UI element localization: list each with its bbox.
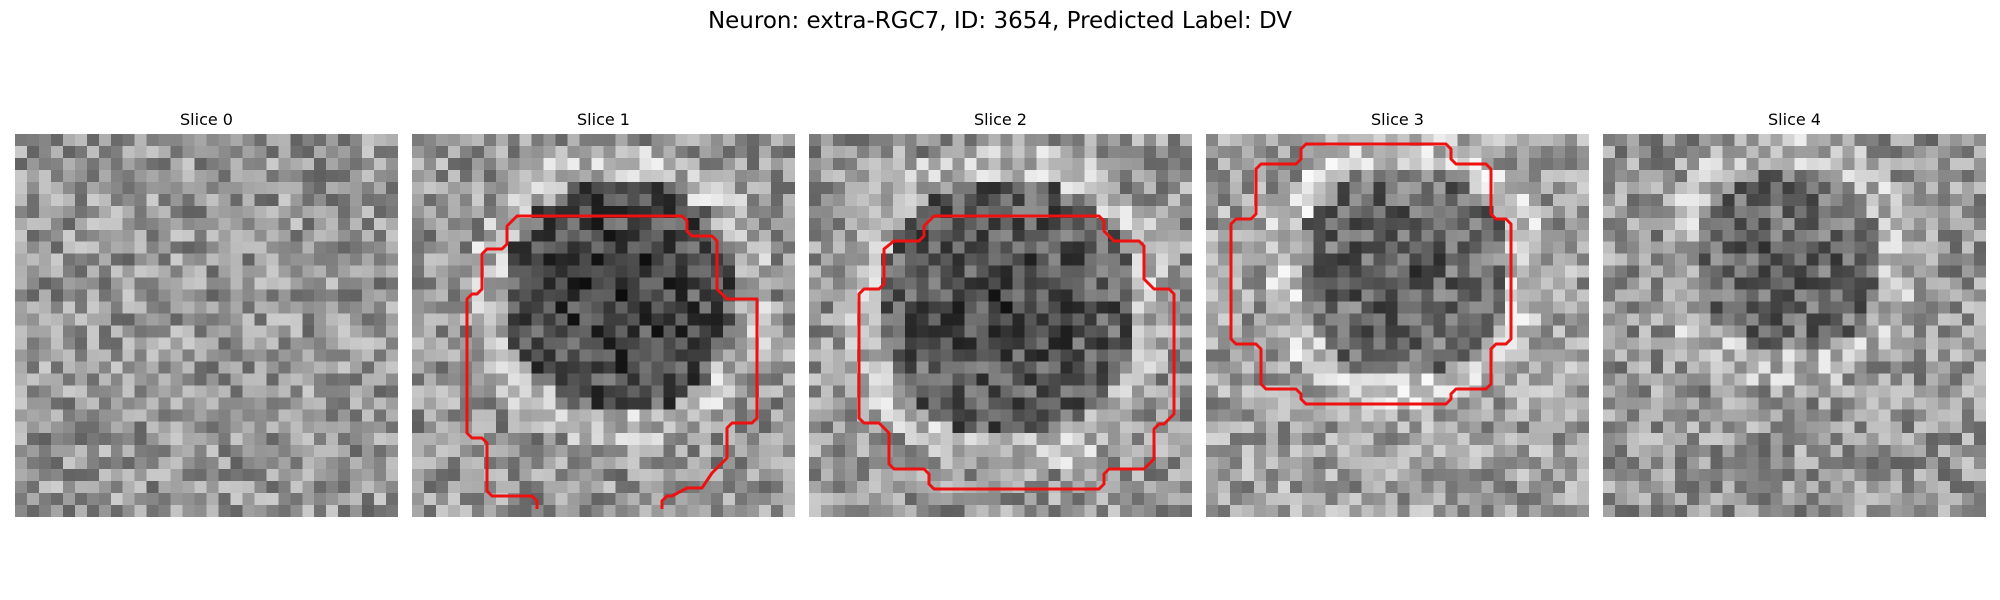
slice-panel-3: Slice 3 <box>1206 110 1589 517</box>
slice-image <box>412 134 795 517</box>
slice-title: Slice 4 <box>1768 110 1821 129</box>
slice-image <box>1206 134 1589 517</box>
slice-panel-4: Slice 4 <box>1603 110 1986 517</box>
segmentation-contour <box>465 214 759 509</box>
segmentation-contour <box>857 214 1176 491</box>
slice-image <box>1603 134 1986 517</box>
segmentation-contour <box>1229 142 1513 406</box>
slice-image <box>15 134 398 517</box>
slice-title: Slice 3 <box>1371 110 1424 129</box>
slice-title: Slice 1 <box>577 110 630 129</box>
figure-title: Neuron: extra-RGC7, ID: 3654, Predicted … <box>707 8 1293 34</box>
slice-title: Slice 2 <box>974 110 1027 129</box>
slice-panel-1: Slice 1 <box>412 110 795 517</box>
slice-title: Slice 0 <box>180 110 233 129</box>
slice-panel-0: Slice 0 <box>15 110 398 517</box>
slice-image <box>809 134 1192 517</box>
slice-panel-2: Slice 2 <box>809 110 1192 517</box>
